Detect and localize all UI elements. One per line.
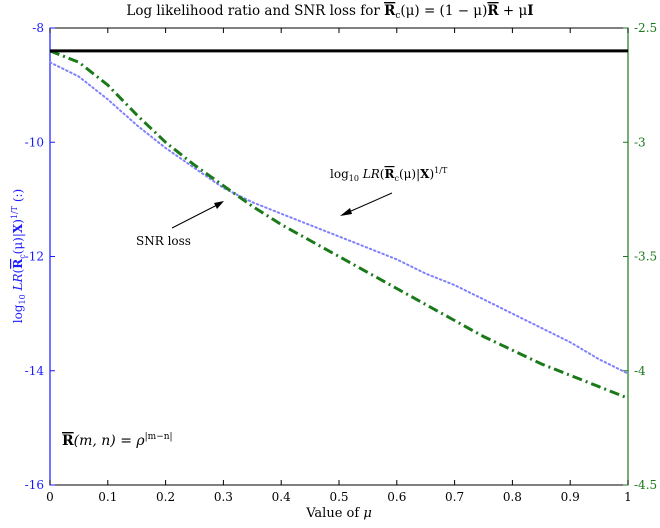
y-tick-label-left: -10: [25, 135, 44, 149]
x-ticks: 0 0.1 0.2 0.3 0.4 0.5 0.6 0.7 0.8 0.9 1: [46, 28, 632, 504]
y-tick-label-right: -3: [634, 135, 646, 149]
annotation-lr-arrowhead: [340, 208, 352, 216]
x-tick-label: 0.1: [98, 490, 117, 504]
x-axis-label: Value of μ: [305, 506, 372, 521]
plot-area: [49, 27, 629, 486]
x-tick-label: 0.5: [329, 490, 348, 504]
x-tick-label: 0.6: [387, 490, 406, 504]
x-tick-label: 0.9: [561, 490, 580, 504]
y-tick-label-right: -4: [634, 364, 646, 378]
y-tick-label-left: -16: [25, 478, 44, 492]
x-tick-label: 0.7: [445, 490, 464, 504]
y-tick-label-right: -3.5: [634, 250, 657, 264]
annotation-snr-arrowhead: [214, 201, 224, 209]
x-tick-label: 0.2: [156, 490, 175, 504]
annotation-lr-label: log10 LR(Rc(μ)|X)1/T: [330, 166, 448, 183]
y-axis-label-left: log10 LR(Rc(μ)|X)1/T (:): [10, 189, 27, 324]
annotation-snr-arrow: [171, 202, 222, 229]
annotation-snr: SNR loss: [136, 201, 224, 248]
x-tick-label: 0: [46, 490, 54, 504]
y-ticks-left: -8 -10 -12 -14 -16: [25, 21, 55, 492]
x-tick-label: 1: [624, 490, 632, 504]
chart-title: Log likelihood ratio and SNR loss for Rc…: [126, 3, 533, 21]
y-tick-label-right: -4.5: [634, 478, 657, 492]
y-tick-label-left: -14: [25, 364, 45, 378]
series-line-dashdot: [49, 49, 629, 400]
annotation-formula: R(m, n) = ρ|m−n|: [62, 432, 173, 449]
series-layer: [49, 49, 629, 400]
x-tick-label: 0.3: [214, 490, 233, 504]
y-tick-label-left: -8: [32, 21, 44, 35]
y-ticks-right: -2.5 -3 -3.5 -4 -4.5: [623, 21, 657, 492]
x-tick-label: 0.8: [503, 490, 522, 504]
x-tick-label: 0.4: [272, 490, 291, 504]
annotation-lr: log10 LR(Rc(μ)|X)1/T: [330, 166, 448, 216]
y-tick-label-left: -12: [25, 250, 44, 264]
annotation-snr-label: SNR loss: [136, 234, 191, 248]
y-tick-label-right: -2.5: [634, 21, 657, 35]
